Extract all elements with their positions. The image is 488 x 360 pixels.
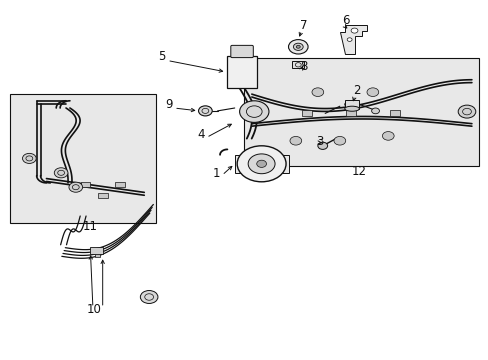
Bar: [292, 61, 304, 68]
FancyBboxPatch shape: [230, 45, 253, 58]
Circle shape: [311, 88, 323, 96]
Circle shape: [69, 182, 82, 192]
Circle shape: [346, 38, 351, 41]
Bar: [227, 56, 256, 88]
Circle shape: [256, 160, 266, 167]
Circle shape: [198, 106, 212, 116]
Circle shape: [289, 136, 301, 145]
Text: 1: 1: [212, 167, 220, 180]
Text: 8: 8: [300, 60, 307, 73]
Circle shape: [140, 291, 158, 303]
Bar: [234, 155, 288, 173]
Bar: [95, 254, 100, 257]
Circle shape: [293, 43, 303, 50]
Text: 3: 3: [315, 135, 323, 148]
Circle shape: [54, 168, 68, 178]
Circle shape: [333, 136, 345, 145]
Circle shape: [239, 101, 268, 122]
Circle shape: [350, 28, 357, 33]
Circle shape: [237, 146, 285, 182]
Circle shape: [288, 40, 307, 54]
Bar: [90, 247, 102, 254]
Text: 10: 10: [87, 303, 102, 316]
Bar: [344, 100, 359, 109]
Bar: [115, 182, 124, 187]
Ellipse shape: [344, 101, 359, 108]
Bar: [98, 193, 107, 198]
Bar: [346, 110, 355, 117]
Ellipse shape: [344, 106, 359, 111]
Text: 2: 2: [352, 84, 360, 97]
Circle shape: [366, 88, 378, 96]
Text: 6: 6: [342, 14, 349, 27]
Bar: [244, 58, 478, 166]
Bar: [389, 110, 399, 117]
Bar: [81, 182, 90, 187]
Circle shape: [457, 105, 475, 118]
Circle shape: [382, 132, 393, 140]
Text: 11: 11: [83, 220, 98, 233]
Text: 5: 5: [158, 50, 165, 63]
Circle shape: [371, 108, 379, 114]
Circle shape: [317, 142, 327, 149]
Bar: [10, 94, 156, 223]
Circle shape: [22, 153, 36, 163]
Circle shape: [248, 154, 274, 174]
Bar: [301, 110, 311, 117]
Text: 9: 9: [165, 98, 172, 111]
Text: 12: 12: [351, 165, 366, 177]
Circle shape: [296, 45, 300, 48]
Text: 4: 4: [197, 127, 204, 140]
Text: 7: 7: [300, 19, 307, 32]
Polygon shape: [339, 25, 366, 54]
